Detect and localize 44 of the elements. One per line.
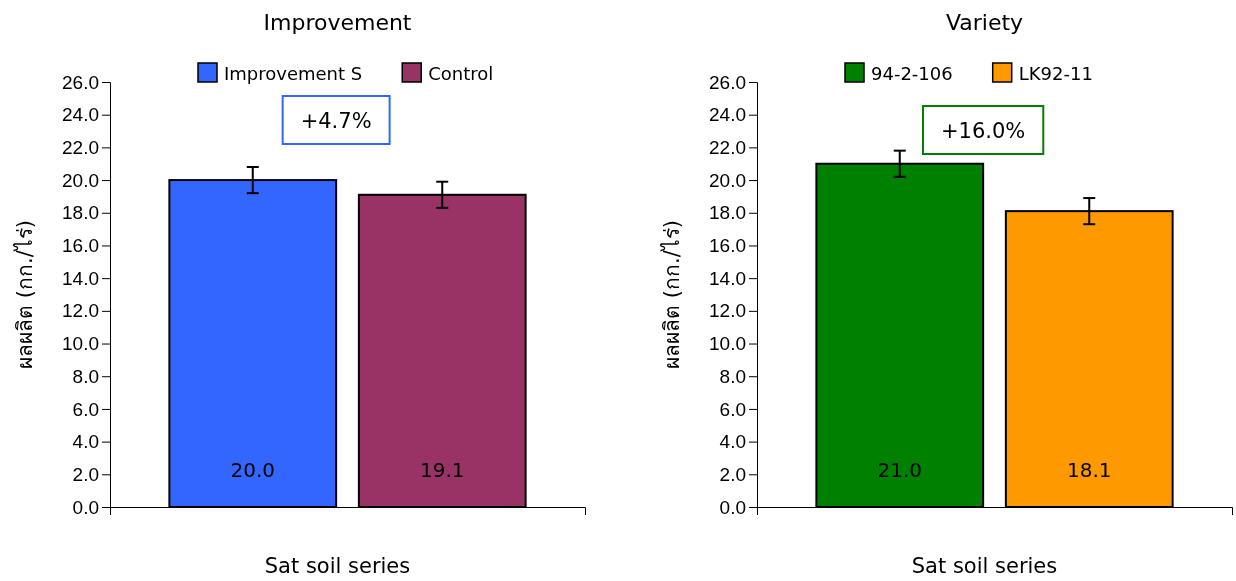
y-tick-label: 4.0 [72, 431, 99, 453]
y-axis-title: ผลผลิต (กก./ไร่) [13, 220, 37, 369]
x-axis-title: Sat soil series [264, 554, 411, 578]
x-axis-title: Sat soil series [911, 554, 1058, 578]
y-tick-label: 18.0 [709, 202, 746, 224]
data-label: 21.0 [877, 458, 923, 482]
y-tick-label: 16.0 [62, 235, 99, 257]
y-tick-label: 6.0 [72, 398, 99, 420]
y-tick-label: 12.0 [62, 300, 99, 322]
y-tick-label: 0.0 [719, 496, 746, 518]
y-tick-label: 2.0 [719, 463, 746, 485]
y-tick-label: 22.0 [709, 136, 746, 158]
legend-label: 94-2-106 [871, 63, 953, 84]
y-tick-label: 26.0 [709, 71, 746, 93]
legend-label: Control [428, 63, 494, 84]
y-tick-label: 24.0 [62, 104, 99, 126]
y-axis-title: ผลผลิต (กก./ไร่) [660, 220, 684, 369]
legend-label: LK92-11 [1018, 63, 1093, 84]
y-tick-label: 14.0 [62, 267, 99, 289]
y-tick-label: 12.0 [709, 300, 746, 322]
y-tick-label: 8.0 [72, 365, 99, 387]
annotation: +16.0% [940, 119, 1026, 143]
y-tick-label: 8.0 [719, 365, 746, 387]
y-tick-label: 10.0 [62, 333, 99, 355]
y-tick-label: 6.0 [719, 398, 746, 420]
y-tick-label: 20.0 [709, 169, 746, 191]
data-label: 20.0 [230, 458, 276, 482]
data-label: 18.1 [1066, 458, 1112, 482]
data-label: 19.1 [419, 458, 465, 482]
y-tick-label: 2.0 [72, 463, 99, 485]
chart-title: Improvement [263, 10, 412, 35]
y-tick-label: 18.0 [62, 202, 99, 224]
y-tick-label: 22.0 [62, 136, 99, 158]
chart-title: Variety [945, 10, 1024, 35]
y-tick-label: 14.0 [709, 267, 746, 289]
annotation: +4.7% [300, 109, 372, 133]
y-tick-label: 26.0 [62, 71, 99, 93]
y-tick-label: 20.0 [62, 169, 99, 191]
y-tick-label: 24.0 [709, 104, 746, 126]
y-tick-label: 10.0 [709, 333, 746, 355]
y-tick-label: 0.0 [72, 496, 99, 518]
legend-label: Improvement S [224, 63, 363, 84]
y-tick-label: 16.0 [709, 235, 746, 257]
y-tick-label: 4.0 [719, 431, 746, 453]
